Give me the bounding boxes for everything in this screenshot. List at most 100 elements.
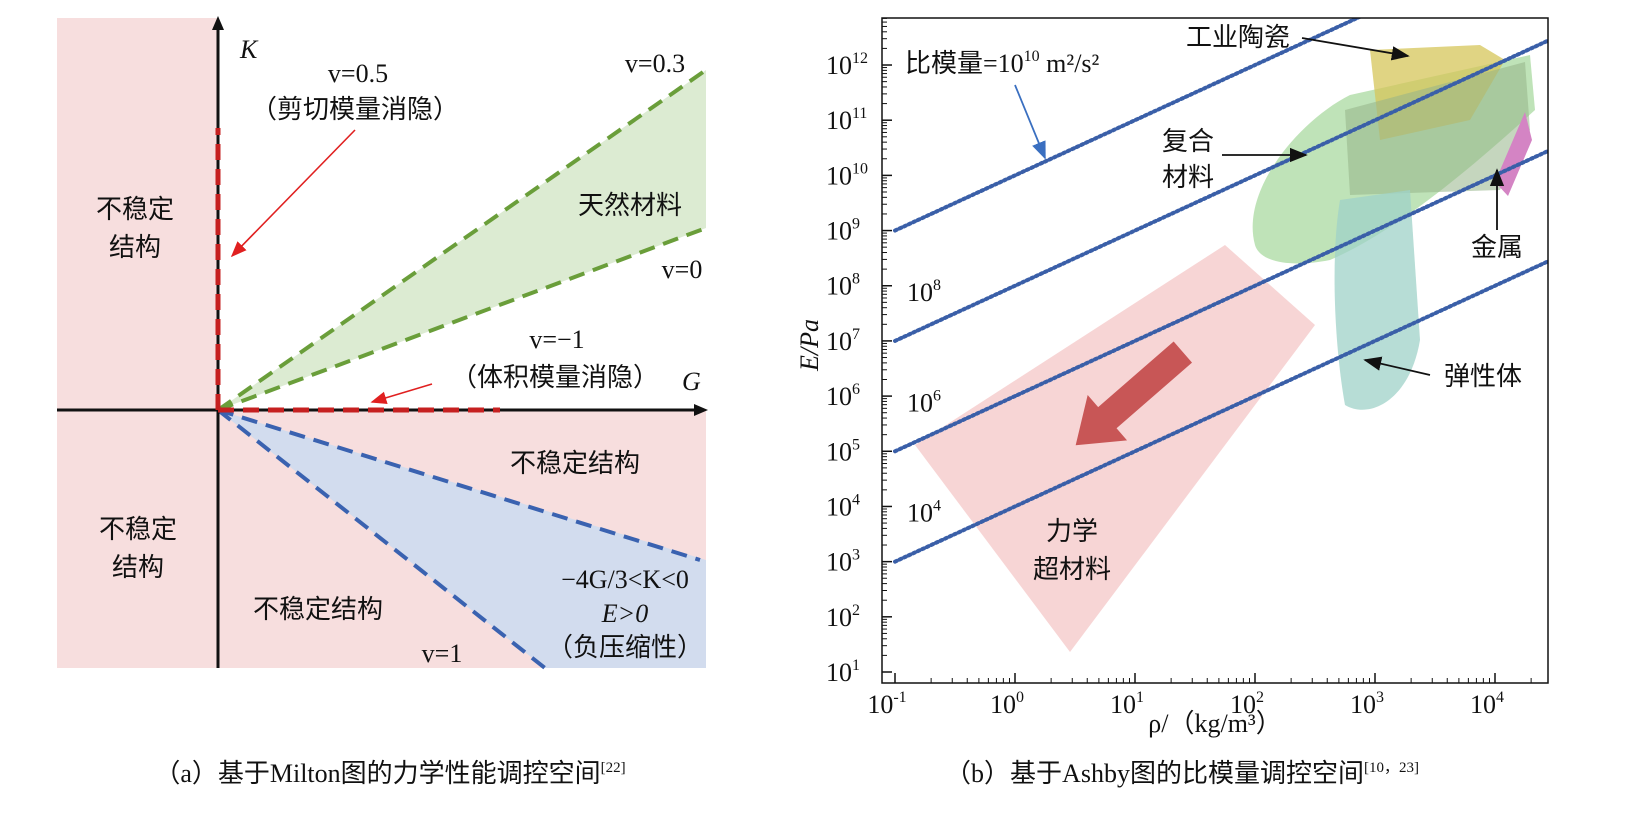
- tick-base: 10: [826, 437, 852, 466]
- tick-exp: 5: [852, 436, 860, 453]
- tick-exp: 0: [1016, 689, 1024, 706]
- tick-base: 10: [826, 51, 852, 80]
- iso-line: [893, 259, 1548, 564]
- caption-ref: [22]: [601, 760, 626, 776]
- tick-exp: 1: [1136, 689, 1144, 706]
- tick-base: 10: [867, 690, 893, 719]
- label: v=0.3: [625, 49, 685, 78]
- iso-label: 比模量=1010 m²/s²: [905, 48, 1100, 78]
- y-axis-label: E/Pa: [795, 319, 824, 372]
- pointer: [1014, 84, 1046, 160]
- tick-base: 10: [826, 272, 852, 301]
- x-tick-label: 100: [990, 689, 1024, 719]
- tick-exp: 2: [852, 602, 860, 619]
- iso-exp: 10: [1024, 48, 1040, 65]
- x-tick-label: 103: [1350, 689, 1384, 719]
- nu-line: [216, 408, 552, 674]
- y-tick-label: 108: [826, 271, 860, 301]
- tick-base: 10: [826, 603, 852, 632]
- x-tick-label: 101: [1110, 689, 1144, 719]
- label: 结构: [112, 553, 164, 582]
- label: 超材料: [1033, 555, 1111, 584]
- label: v=−1: [529, 325, 584, 354]
- tick-exp: 10: [852, 160, 868, 177]
- tick-exp: -1: [893, 689, 906, 706]
- tick-base: 10: [826, 492, 852, 521]
- x-tick-label: 102: [1230, 689, 1264, 719]
- panel-a: K G v=0.5 （剪切模量消隐） 不稳定 结构 v=0.3 天然材料 v=0…: [57, 16, 708, 788]
- label: 工业陶瓷: [1186, 23, 1290, 52]
- tick-base: 10: [826, 161, 852, 190]
- y-tick-label: 106: [826, 381, 860, 411]
- label: 力学: [1046, 517, 1098, 546]
- y-tick-label: 102: [826, 602, 860, 632]
- y-tick-label: 105: [826, 436, 860, 466]
- iso-exp: 6: [933, 387, 941, 404]
- negative-region: [218, 410, 706, 668]
- iso-base: 10: [907, 278, 933, 307]
- iso-exp: 8: [933, 277, 941, 294]
- tick-exp: 3: [1376, 689, 1384, 706]
- tick-exp: 3: [852, 547, 860, 564]
- x-axis-label: ρ/（kg/m³）: [1148, 709, 1281, 738]
- label: v=1: [422, 639, 463, 668]
- arrow-head: [694, 404, 708, 416]
- iso-line: [893, 148, 1548, 454]
- nu-line: [217, 226, 707, 412]
- nu-line: [217, 408, 701, 562]
- caption: （a）基于Milton图的力学性能调控空间[22]: [154, 759, 625, 788]
- label: v=0: [662, 255, 703, 284]
- iso-lines: [893, 18, 1548, 564]
- x-tick-label: 104: [1470, 689, 1504, 719]
- metamaterial-region: [915, 245, 1315, 652]
- label: 不稳定结构: [510, 449, 640, 478]
- unstable-region: [57, 18, 218, 668]
- iso-unit: m²/s²: [1040, 49, 1100, 78]
- tick-exp: 1: [852, 657, 860, 674]
- y-tick-label: 1011: [826, 105, 867, 135]
- panel-b: 工业陶瓷 复合 材料 金属 弹性体 力学 超材料 E/Pa ρ/（kg/m³） …: [795, 17, 1549, 788]
- trend-arrow: [1075, 341, 1193, 446]
- tick-exp: 2: [1256, 689, 1264, 706]
- tick-base: 10: [1110, 690, 1136, 719]
- iso-label: 106: [907, 387, 941, 417]
- label: 弹性体: [1444, 362, 1522, 391]
- y-tick-label: 101: [826, 657, 860, 687]
- iso-base: 10: [998, 49, 1024, 78]
- label: 复合: [1162, 127, 1214, 156]
- y-tick-label: 107: [826, 326, 860, 356]
- tick-base: 10: [1230, 690, 1256, 719]
- caption-ref: [10，23]: [1364, 760, 1419, 776]
- tick-exp: 12: [852, 50, 868, 67]
- y-tick-label: 1012: [826, 50, 868, 80]
- iso-base: 10: [907, 388, 933, 417]
- iso-label: 104: [907, 498, 941, 528]
- pointer: [1363, 356, 1431, 376]
- y-tick-label: 1010: [826, 160, 868, 190]
- pointer: [1301, 37, 1410, 61]
- trend-arrow-shape: [1075, 341, 1193, 446]
- tick-base: 10: [1350, 690, 1376, 719]
- tick-exp: 8: [852, 271, 860, 288]
- pointer: [230, 129, 356, 258]
- tick-exp: 9: [852, 216, 860, 233]
- elastomer-region: [1334, 190, 1420, 410]
- label: 不稳定: [96, 195, 174, 224]
- metal-edge: [1495, 112, 1532, 196]
- label: 结构: [109, 233, 161, 262]
- label: −4G/3<K<0: [561, 565, 689, 594]
- plot-frame: [881, 17, 1549, 684]
- label: 金属: [1471, 233, 1523, 262]
- tick-base: 10: [826, 217, 852, 246]
- iso-line: [893, 18, 1363, 233]
- pointer: [370, 383, 433, 404]
- arrow-head: [212, 16, 224, 30]
- iso-line: [893, 38, 1548, 343]
- tick-exp: 11: [852, 105, 867, 122]
- tick-base: 10: [826, 658, 852, 687]
- iso-exp: 4: [933, 498, 941, 515]
- tick-base: 10: [1470, 690, 1496, 719]
- iso-base: 10: [907, 499, 933, 528]
- label: 材料: [1162, 163, 1214, 192]
